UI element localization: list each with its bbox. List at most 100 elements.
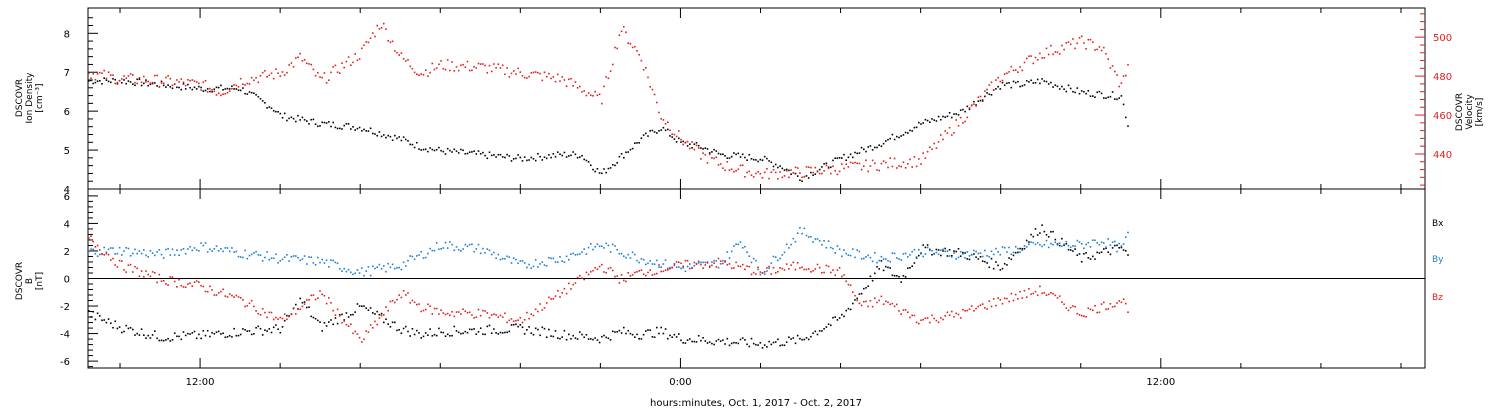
data-point xyxy=(594,337,596,339)
data-point xyxy=(768,160,770,162)
data-point xyxy=(944,315,946,317)
data-point xyxy=(239,297,242,299)
data-point xyxy=(482,309,484,312)
data-point xyxy=(367,41,370,44)
data-point xyxy=(217,86,220,89)
data-point xyxy=(493,328,495,330)
data-point xyxy=(310,294,312,297)
data-point xyxy=(1056,297,1059,299)
data-point xyxy=(964,252,966,254)
data-point xyxy=(863,257,865,260)
data-point xyxy=(664,259,667,261)
data-point xyxy=(206,91,209,93)
data-point xyxy=(620,252,623,255)
data-point xyxy=(292,66,295,68)
data-point xyxy=(178,335,180,338)
data-point xyxy=(860,168,863,171)
data-point xyxy=(1047,53,1050,56)
data-point xyxy=(380,314,383,317)
data-point xyxy=(389,135,392,138)
data-point xyxy=(173,280,176,283)
data-point xyxy=(693,265,696,267)
data-point xyxy=(387,40,389,42)
data-point xyxy=(490,332,493,334)
data-point xyxy=(323,294,326,297)
data-point xyxy=(107,253,110,256)
data-point xyxy=(689,267,691,270)
data-point xyxy=(763,171,766,174)
data-point xyxy=(1085,252,1087,254)
data-point xyxy=(940,249,942,251)
data-point xyxy=(1089,246,1092,248)
data-point xyxy=(378,313,381,316)
data-point xyxy=(545,75,548,78)
data-point xyxy=(1010,65,1013,68)
data-point xyxy=(700,261,702,264)
data-point xyxy=(468,243,471,246)
data-point xyxy=(774,163,777,166)
data-point xyxy=(202,90,205,92)
data-point xyxy=(801,232,803,235)
data-point xyxy=(539,334,541,337)
data-point xyxy=(631,46,634,49)
data-point xyxy=(369,37,372,39)
data-point xyxy=(515,319,517,322)
data-point xyxy=(147,80,149,83)
data-point xyxy=(90,248,92,250)
data-point xyxy=(94,252,97,255)
data-point xyxy=(200,284,202,287)
data-point xyxy=(283,319,286,322)
data-point xyxy=(435,242,438,244)
data-point xyxy=(1061,245,1063,247)
data-point xyxy=(501,156,504,158)
data-point xyxy=(730,168,733,171)
data-point xyxy=(885,258,887,260)
data-point xyxy=(206,290,209,293)
data-point xyxy=(330,319,332,321)
data-point xyxy=(913,126,916,129)
data-point xyxy=(856,299,858,302)
data-point xyxy=(176,335,178,338)
data-point xyxy=(992,267,995,270)
data-point xyxy=(389,300,392,303)
data-point xyxy=(871,149,874,151)
data-point xyxy=(893,138,896,141)
data-point xyxy=(264,102,266,104)
data-point xyxy=(572,283,574,286)
data-point xyxy=(796,175,799,177)
data-point xyxy=(730,267,733,270)
data-point xyxy=(827,240,830,242)
density-label-line1: DSCOVR xyxy=(15,79,25,117)
data-point xyxy=(215,86,218,89)
data-point xyxy=(891,165,894,168)
data-point xyxy=(451,334,453,337)
data-point xyxy=(460,250,462,252)
data-point xyxy=(860,146,863,149)
data-point xyxy=(557,73,559,76)
data-point xyxy=(788,176,790,179)
data-point xyxy=(695,341,698,343)
data-point xyxy=(1032,241,1035,244)
data-point xyxy=(1100,92,1103,95)
data-point xyxy=(587,92,590,94)
data-point xyxy=(660,129,662,131)
data-point xyxy=(1001,267,1004,270)
data-point xyxy=(680,267,682,270)
data-point xyxy=(198,333,200,336)
data-point xyxy=(625,256,627,259)
data-point xyxy=(1054,84,1057,86)
data-point xyxy=(1069,246,1072,249)
data-point xyxy=(471,328,473,331)
data-point xyxy=(750,337,753,340)
data-point xyxy=(557,261,559,263)
data-point xyxy=(1083,91,1085,93)
data-point xyxy=(810,335,812,338)
data-point xyxy=(869,275,872,278)
data-point xyxy=(391,263,394,266)
data-point xyxy=(882,142,885,145)
data-point xyxy=(517,67,519,70)
data-point xyxy=(242,87,244,89)
data-point xyxy=(915,126,918,129)
data-point xyxy=(675,141,678,143)
data-point xyxy=(1089,95,1092,97)
